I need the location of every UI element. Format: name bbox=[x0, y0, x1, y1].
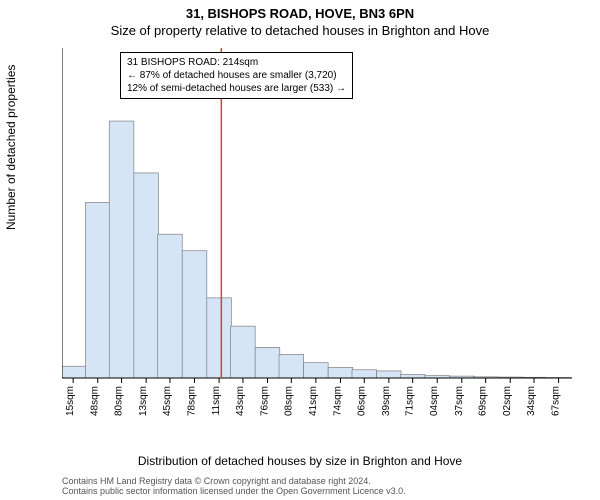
annotation-line-2: ← 87% of detached houses are smaller (3,… bbox=[127, 69, 346, 82]
svg-text:374sqm: 374sqm bbox=[332, 386, 343, 416]
svg-text:341sqm: 341sqm bbox=[308, 386, 319, 416]
svg-text:406sqm: 406sqm bbox=[356, 386, 367, 416]
annotation-line-1: 31 BISHOPS ROAD: 214sqm bbox=[127, 56, 346, 69]
svg-text:602sqm: 602sqm bbox=[502, 386, 513, 416]
svg-text:634sqm: 634sqm bbox=[526, 386, 537, 416]
svg-text:145sqm: 145sqm bbox=[162, 386, 173, 416]
svg-text:504sqm: 504sqm bbox=[429, 386, 440, 416]
chart-title: 31, BISHOPS ROAD, HOVE, BN3 6PN bbox=[0, 0, 600, 21]
svg-text:15sqm: 15sqm bbox=[65, 386, 76, 416]
x-axis-label: Distribution of detached houses by size … bbox=[0, 454, 600, 468]
y-axis-label: Number of detached properties bbox=[4, 65, 18, 230]
footer-line-2: Contains public sector information licen… bbox=[62, 487, 406, 497]
chart-container: { "title": "31, BISHOPS ROAD, HOVE, BN3 … bbox=[0, 0, 600, 500]
chart-subtitle: Size of property relative to detached ho… bbox=[0, 23, 600, 38]
footer-attribution: Contains HM Land Registry data © Crown c… bbox=[62, 477, 406, 497]
svg-text:471sqm: 471sqm bbox=[405, 386, 416, 416]
svg-text:537sqm: 537sqm bbox=[454, 386, 465, 416]
annotation-line-3: 12% of semi-detached houses are larger (… bbox=[127, 82, 346, 95]
annotation-box: 31 BISHOPS ROAD: 214sqm ← 87% of detache… bbox=[120, 52, 353, 99]
svg-text:243sqm: 243sqm bbox=[235, 386, 246, 416]
svg-text:667sqm: 667sqm bbox=[551, 386, 562, 416]
svg-text:113sqm: 113sqm bbox=[138, 386, 149, 416]
svg-text:178sqm: 178sqm bbox=[187, 386, 198, 416]
svg-text:80sqm: 80sqm bbox=[114, 386, 125, 416]
chart-svg: 020040060080010001200140015sqm48sqm80sqm… bbox=[62, 48, 572, 416]
svg-text:439sqm: 439sqm bbox=[381, 386, 392, 416]
svg-text:276sqm: 276sqm bbox=[259, 386, 270, 416]
svg-text:569sqm: 569sqm bbox=[478, 386, 489, 416]
svg-text:211sqm: 211sqm bbox=[211, 386, 222, 416]
svg-text:308sqm: 308sqm bbox=[283, 386, 294, 416]
plot-area: 020040060080010001200140015sqm48sqm80sqm… bbox=[62, 48, 572, 416]
svg-text:48sqm: 48sqm bbox=[90, 386, 101, 416]
